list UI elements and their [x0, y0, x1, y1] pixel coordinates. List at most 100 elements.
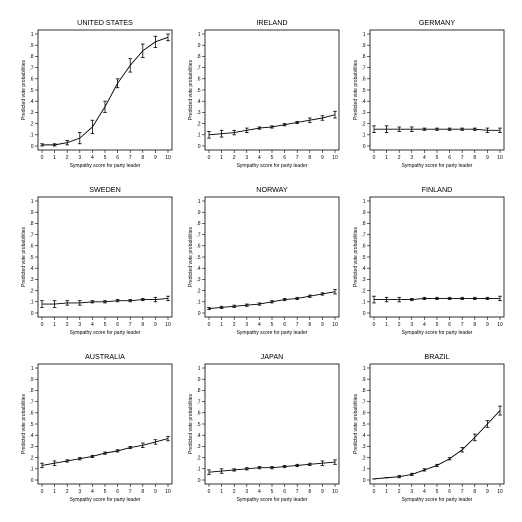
data-point	[65, 300, 69, 306]
data-point	[422, 468, 427, 472]
x-tick-label: 3	[78, 489, 81, 495]
y-tick-label: .2	[361, 455, 365, 461]
y-tick-label: .7	[361, 399, 365, 405]
x-tick-label: 8	[308, 489, 311, 495]
y-tick-label: .9	[196, 43, 200, 49]
data-point	[473, 433, 477, 442]
x-tick-label: 3	[245, 322, 248, 328]
data-point	[282, 123, 287, 127]
x-tick-label: 2	[398, 322, 401, 328]
data-point	[219, 468, 224, 474]
y-tick-label: .4	[361, 266, 365, 272]
y-tick-label: .9	[29, 377, 33, 383]
x-tick-label: 5	[436, 322, 439, 328]
x-tick-label: 5	[104, 322, 107, 328]
x-tick-label: 9	[154, 322, 157, 328]
data-point	[141, 298, 145, 302]
y-tick-label: .4	[361, 433, 365, 439]
x-tick-label: 1	[220, 155, 223, 161]
series-line	[208, 114, 336, 136]
x-tick-label: 10	[165, 322, 171, 328]
y-tick-label: .8	[29, 54, 33, 60]
y-tick-label: .2	[361, 121, 365, 127]
x-tick-label: 9	[321, 155, 324, 161]
data-point	[128, 299, 132, 303]
x-axis-label: Sympathy score for party leader	[70, 497, 141, 503]
data-point	[333, 459, 337, 465]
y-tick-label: .1	[361, 133, 365, 139]
x-tick-label: 0	[373, 322, 376, 328]
data-point	[320, 292, 325, 296]
data-point	[295, 120, 299, 124]
x-tick-label: 2	[66, 155, 69, 161]
data-point	[52, 300, 57, 308]
y-tick-label: .1	[361, 467, 365, 473]
data-point	[257, 126, 262, 130]
data-point	[384, 296, 389, 303]
y-tick-label: .3	[29, 110, 33, 116]
data-point	[485, 296, 490, 300]
x-tick-label: 3	[410, 489, 413, 495]
y-axis-label: Predicted vote probabilities	[21, 393, 27, 454]
x-tick-label: 6	[116, 322, 119, 328]
y-tick-label: .5	[29, 422, 33, 428]
y-tick-label: .7	[361, 65, 365, 71]
data-point	[257, 302, 262, 306]
data-point	[232, 304, 236, 308]
data-point	[65, 459, 69, 463]
data-point	[308, 462, 312, 466]
x-tick-label: 7	[461, 155, 464, 161]
data-point	[397, 126, 401, 132]
y-tick-label: .7	[29, 232, 33, 238]
data-point	[52, 143, 57, 147]
y-tick-label: .3	[196, 444, 200, 450]
y-tick-label: .5	[196, 255, 200, 261]
y-tick-label: .1	[29, 300, 33, 306]
series-line	[373, 410, 501, 480]
y-tick-label: .9	[361, 377, 365, 383]
data-point	[460, 296, 464, 300]
x-tick-label: 8	[473, 322, 476, 328]
y-tick-label: .9	[361, 210, 365, 216]
data-point	[141, 43, 145, 58]
x-axis-label: Sympathy score for party leader	[402, 163, 473, 169]
data-point	[372, 125, 376, 133]
panel-title: JAPAN	[261, 352, 284, 361]
data-point	[397, 296, 401, 303]
data-point	[232, 468, 236, 472]
x-tick-label: 3	[410, 322, 413, 328]
x-tick-label: 4	[91, 322, 94, 328]
y-tick-label: .7	[29, 399, 33, 405]
x-tick-label: 6	[448, 155, 451, 161]
data-point	[207, 131, 211, 139]
data-point	[115, 449, 120, 453]
y-tick-label: .2	[196, 121, 200, 127]
data-point	[90, 300, 95, 304]
data-point	[128, 445, 132, 450]
data-point	[473, 296, 477, 300]
x-axis-label: Sympathy score for party leader	[70, 330, 141, 336]
panel-title: AUSTRALIA	[85, 352, 125, 361]
data-point	[207, 306, 211, 311]
y-tick-label: .2	[196, 288, 200, 294]
y-tick-label: 0	[363, 311, 366, 317]
plot-frame	[37, 363, 173, 485]
data-point	[232, 129, 236, 136]
y-tick-label: .1	[196, 300, 200, 306]
data-point	[308, 117, 312, 123]
x-tick-label: 2	[66, 489, 69, 495]
series-line	[208, 291, 336, 309]
y-tick-label: .3	[196, 277, 200, 283]
x-tick-label: 10	[497, 489, 503, 495]
data-point	[103, 300, 107, 304]
y-tick-label: .8	[29, 221, 33, 227]
y-tick-label: .5	[361, 422, 365, 428]
data-point	[435, 463, 439, 467]
y-axis-label: Predicted vote probabilities	[188, 226, 194, 287]
data-point	[270, 125, 274, 129]
x-tick-label: 2	[398, 489, 401, 495]
data-point	[473, 127, 477, 131]
y-tick-label: .8	[29, 388, 33, 394]
